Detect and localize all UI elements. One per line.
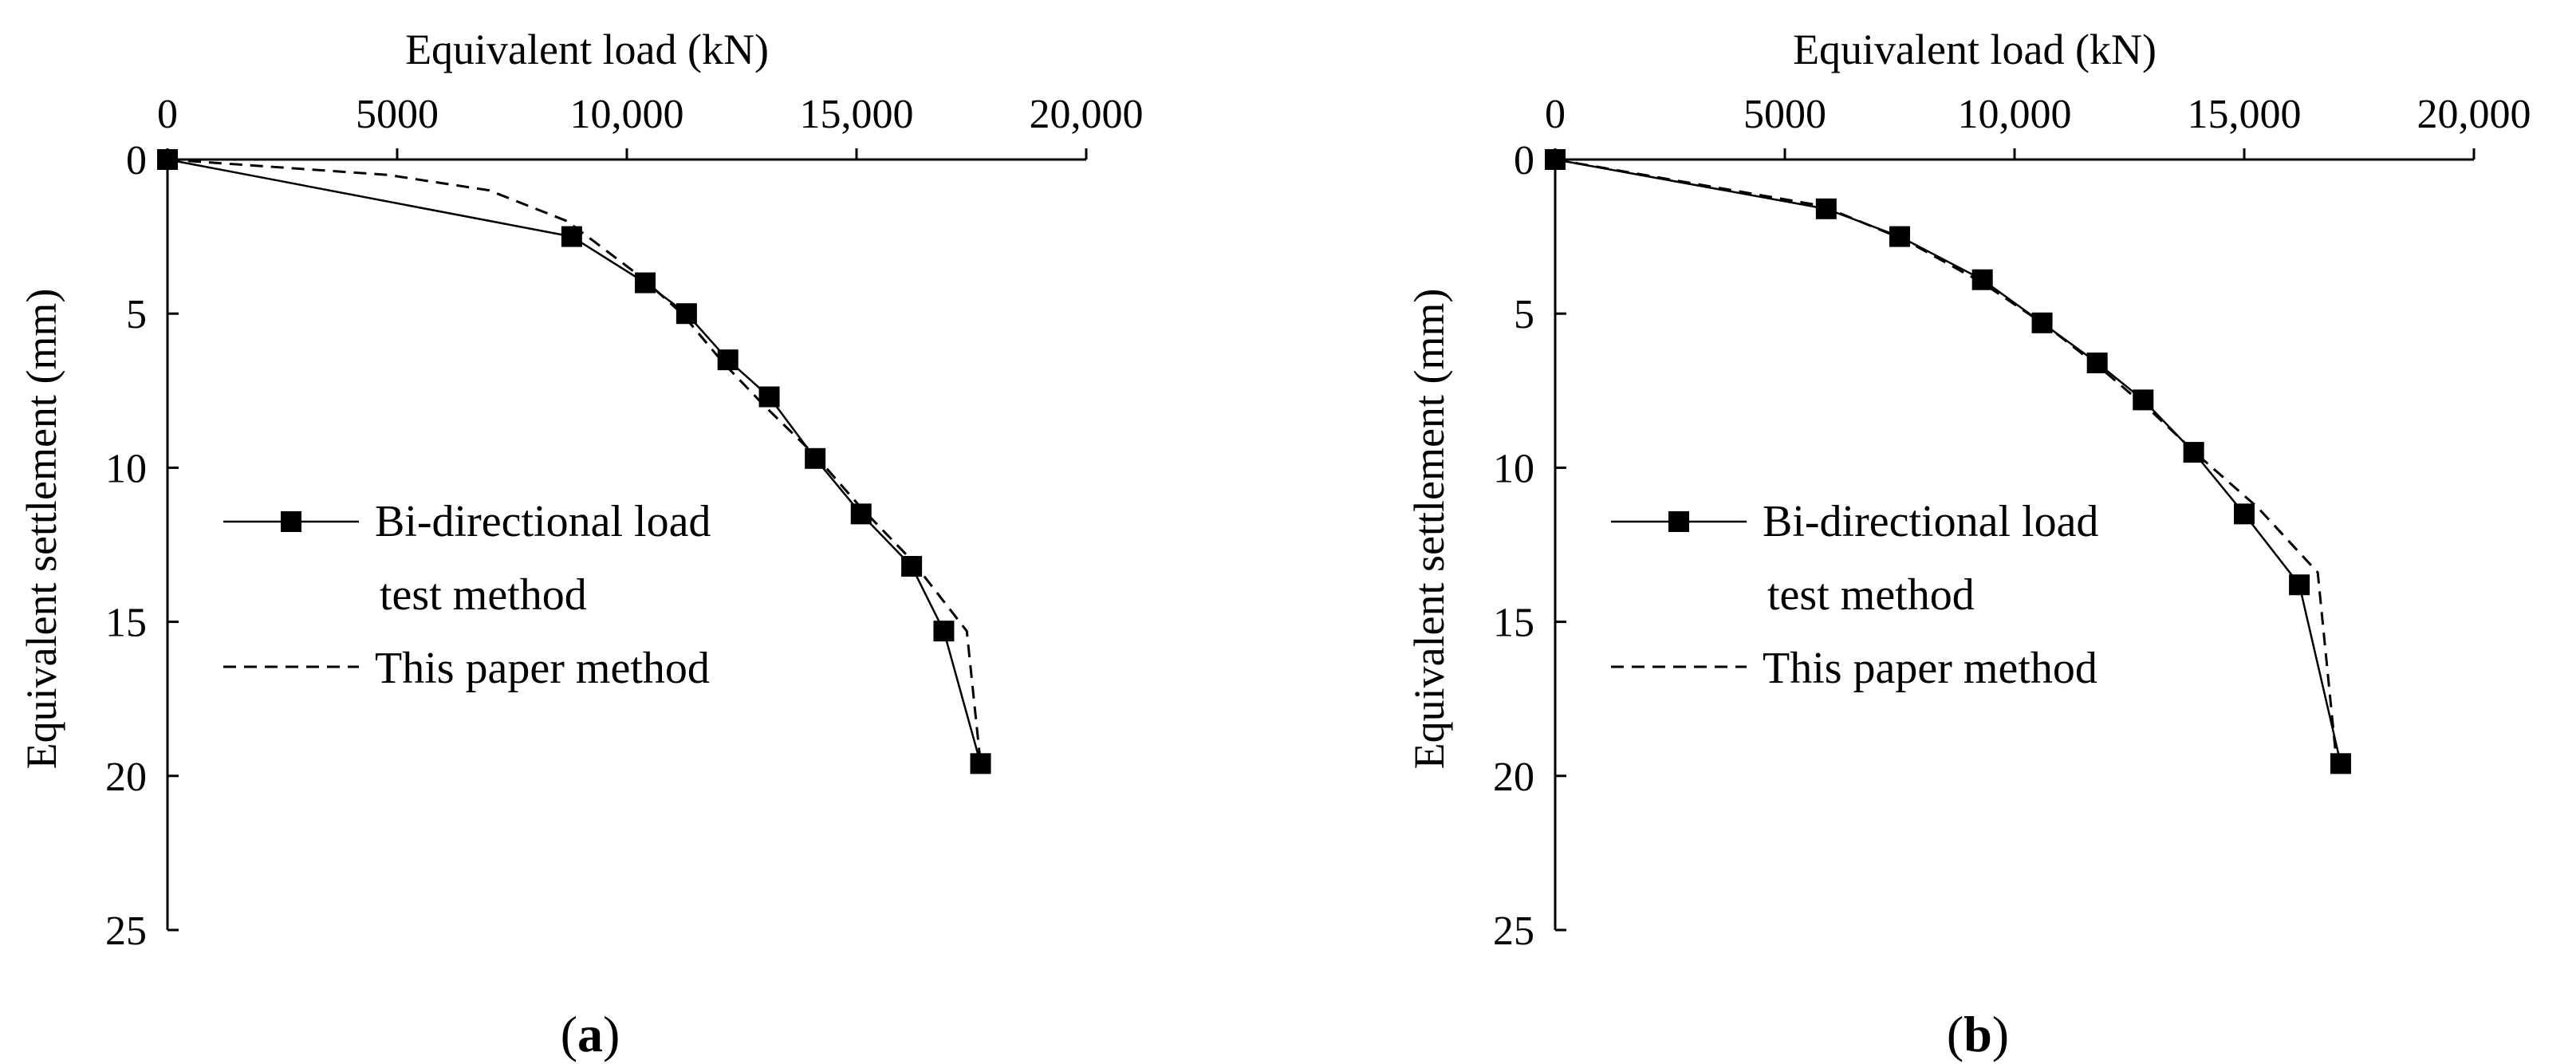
y-tick-label: 5 (1514, 292, 1534, 337)
chart-panel-b: 0 5000 10,000 15,000 20,000 0 5 10 15 20 25 Equival… (1405, 26, 2531, 1062)
data-point-marker (2289, 574, 2310, 596)
data-point-marker (2330, 753, 2351, 774)
x-tick-label: 10,000 (1958, 92, 2072, 137)
legend-label-bi-directional-line1: Bi-directional load (375, 497, 711, 546)
chart-panel-a: 0 5000 10,000 15,000 20,000 0 5 10 15 20 25 Equival… (18, 26, 1144, 1062)
x-tick-label: 5000 (1743, 92, 1826, 137)
legend-label-bi-directional-line2: test method (380, 570, 587, 620)
x-tick-label: 15,000 (800, 92, 914, 137)
panel-caption: (a) (561, 1006, 620, 1062)
y-tick-label: 0 (1514, 138, 1534, 183)
x-axis-title: Equivalent load (kN) (1793, 26, 2157, 73)
data-point-marker (933, 621, 955, 642)
legend-square-marker (1668, 511, 1689, 532)
y-tick-label: 25 (1493, 908, 1534, 954)
x-tick-label: 0 (1545, 92, 1566, 137)
y-tick-label: 0 (126, 138, 147, 183)
caption-letter: a (577, 1006, 603, 1062)
caption-open-paren: ( (1947, 1006, 1964, 1062)
x-axis-title: Equivalent load (kN) (405, 26, 769, 73)
y-tick-label: 20 (105, 755, 147, 800)
x-tick-label: 10,000 (570, 92, 684, 137)
y-axis-title: Equivalent settlement (mm) (1405, 289, 1453, 770)
x-tick-label: 0 (157, 92, 178, 137)
caption-open-paren: ( (561, 1006, 577, 1062)
panel-caption: (b) (1947, 1006, 2009, 1062)
data-point-marker (2234, 503, 2255, 525)
data-point-marker (635, 272, 656, 294)
legend-label-bi-directional-line1: Bi-directional load (1763, 497, 2098, 546)
caption-close-paren: ) (603, 1006, 620, 1062)
legend-label-this-paper-method: This paper method (375, 644, 710, 693)
y-tick-label: 10 (105, 446, 147, 491)
data-point-marker (2086, 353, 2108, 374)
legend-label-bi-directional-line2: test method (1767, 570, 1975, 620)
data-point-marker (901, 556, 923, 577)
series-line-this-paper-method (167, 158, 983, 764)
y-tick-label: 15 (105, 601, 147, 646)
y-tick-label: 5 (126, 292, 147, 337)
x-tick-label: 15,000 (2188, 92, 2302, 137)
series-line-this-paper-method (1554, 158, 2338, 758)
legend-label-this-paper-method: This paper method (1763, 644, 2097, 693)
y-tick-label: 20 (1493, 755, 1534, 800)
y-tick-label: 15 (1493, 601, 1534, 646)
y-tick-label: 10 (1493, 446, 1534, 491)
legend-square-marker (281, 511, 301, 532)
y-axis-title: Equivalent settlement (mm) (18, 289, 65, 770)
x-tick-label: 5000 (356, 92, 439, 137)
y-tick-label: 25 (105, 908, 147, 954)
data-point-marker (2133, 389, 2154, 411)
x-tick-label: 20,000 (1030, 92, 1144, 137)
caption-letter: b (1964, 1006, 1992, 1062)
caption-close-paren: ) (1992, 1006, 2009, 1062)
x-tick-label: 20,000 (2417, 92, 2531, 137)
data-point-marker (805, 447, 826, 469)
